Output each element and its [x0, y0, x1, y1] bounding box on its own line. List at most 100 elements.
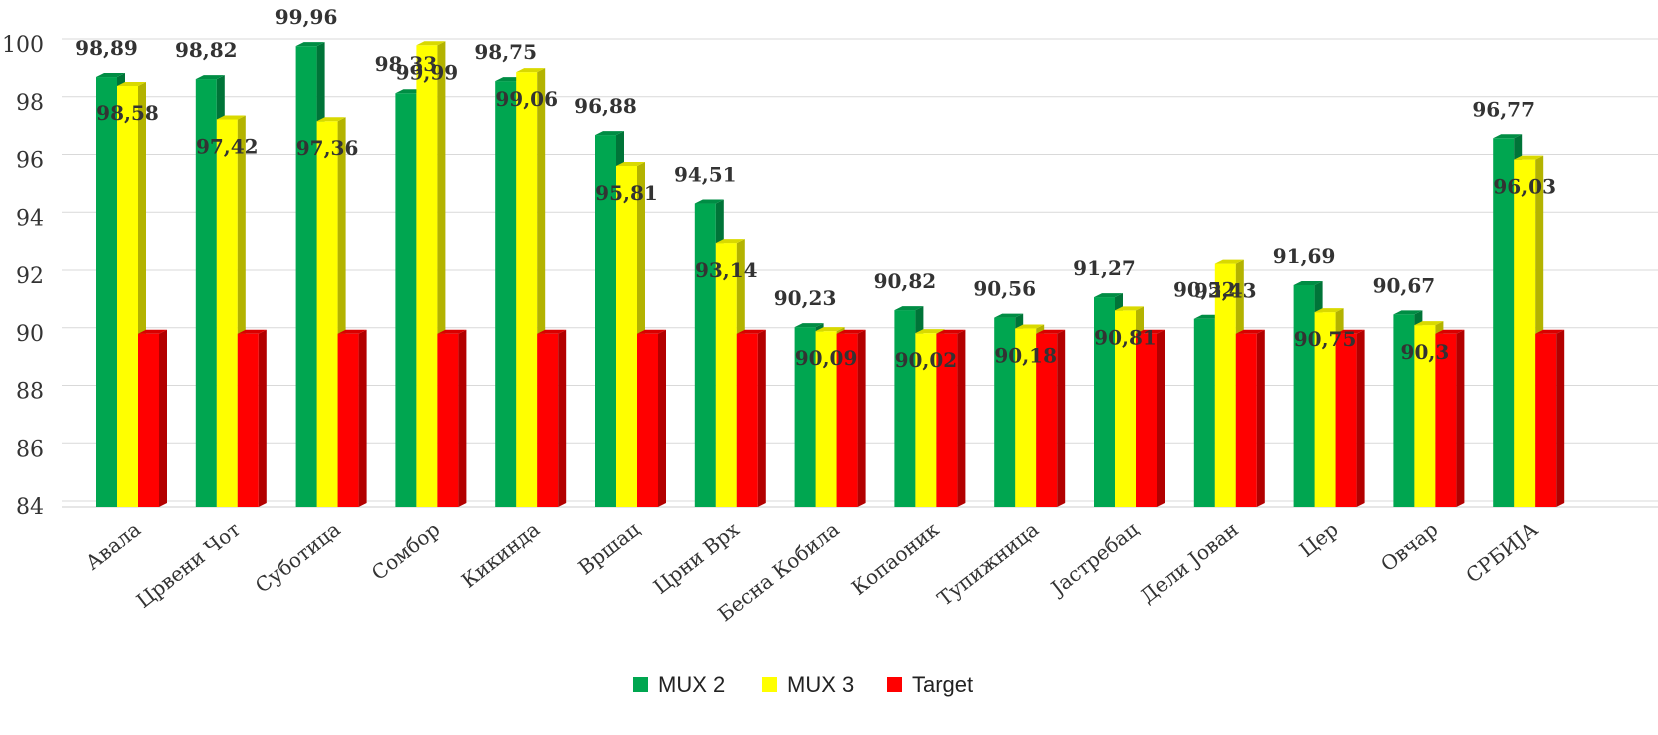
- data-label: 95,81: [595, 181, 658, 205]
- bar: [736, 333, 758, 507]
- bar: [1414, 325, 1436, 507]
- bar: [495, 81, 517, 507]
- legend-swatch: [887, 677, 902, 692]
- data-label: 90,02: [895, 348, 958, 372]
- bar: [416, 45, 438, 507]
- legend-item: MUX 2: [633, 672, 725, 697]
- y-tick-label: 100: [2, 33, 44, 58]
- bar-side: [458, 329, 467, 507]
- data-label: 90,81: [1094, 325, 1157, 349]
- data-label: 98,58: [96, 101, 159, 125]
- y-axis: 84 86 88 90 92 94 96 98 100: [2, 33, 44, 520]
- legend-item: Target: [887, 672, 973, 697]
- y-tick-label: 96: [16, 149, 44, 174]
- y-tick-label: 90: [16, 322, 44, 347]
- data-label: 90,56: [973, 277, 1036, 301]
- bar: [316, 121, 338, 507]
- data-label: 93,14: [695, 258, 758, 282]
- legend-swatch: [633, 677, 648, 692]
- bar: [815, 331, 837, 507]
- bar-group: [894, 306, 966, 507]
- bar-top: [694, 199, 724, 204]
- bar-group: [295, 42, 367, 507]
- bar-top: [516, 68, 546, 73]
- bar: [117, 86, 138, 507]
- bar: [1235, 333, 1257, 507]
- x-tick-label: Суботица: [251, 517, 345, 598]
- bar: [237, 333, 259, 507]
- bar-top: [295, 42, 325, 47]
- data-labels: 98,89 98,58 98,82 97,42 99,96 97,36 98,3399,99…: [75, 5, 1556, 372]
- legend-item: MUX 3: [762, 672, 854, 697]
- legend: MUX 2 MUX 3 Target: [633, 672, 973, 697]
- bar: [195, 79, 217, 507]
- bar-side: [1057, 329, 1066, 507]
- x-tick-label: Тупижница: [933, 517, 1044, 611]
- data-label: 98,89: [75, 36, 138, 60]
- x-tick-label: Сомбор: [367, 517, 445, 585]
- bar-top: [96, 73, 125, 78]
- data-label: 91,27: [1073, 256, 1136, 280]
- legend-label: Target: [912, 672, 973, 697]
- bar: [516, 72, 538, 507]
- data-label: 97,42: [196, 134, 259, 158]
- bars: [96, 41, 1565, 508]
- bar-top: [1115, 306, 1144, 311]
- data-label: 90,82: [874, 269, 937, 293]
- x-tick-label: Вршац: [573, 517, 644, 580]
- data-label: 94,51: [674, 163, 737, 187]
- x-tick-label: Овчар: [1376, 517, 1442, 576]
- bar-top: [836, 329, 866, 334]
- bar: [1015, 328, 1037, 507]
- bar: [1393, 314, 1415, 507]
- bar-group: [794, 323, 866, 507]
- bar: [1314, 312, 1336, 507]
- x-tick-label: Црвени Чот: [132, 517, 245, 613]
- bar-top: [994, 313, 1024, 318]
- bar-top: [894, 306, 924, 311]
- bar: [637, 333, 658, 507]
- bar-top: [1293, 280, 1323, 285]
- bar: [1435, 333, 1457, 507]
- bar-top: [915, 329, 945, 334]
- bar: [836, 333, 858, 507]
- data-label: 99,96: [275, 5, 338, 29]
- bar-top: [117, 82, 146, 87]
- x-tick-label: Кикинда: [457, 517, 544, 593]
- y-tick-label: 88: [16, 380, 44, 405]
- bar-top: [316, 117, 346, 122]
- bar-top: [437, 329, 467, 334]
- bar-group: [1094, 293, 1165, 507]
- bar-group: [495, 68, 567, 507]
- data-label: 90,75: [1294, 327, 1357, 351]
- bar-top: [715, 239, 745, 244]
- bar-group: [96, 73, 167, 508]
- y-tick-label: 98: [16, 91, 44, 116]
- bar-group: [195, 75, 267, 507]
- bar: [894, 310, 916, 507]
- legend-label: MUX 3: [787, 672, 854, 697]
- data-label: 98,82: [175, 38, 238, 62]
- bar-side: [558, 329, 567, 507]
- data-label: 90,67: [1373, 273, 1436, 297]
- legend-label: MUX 2: [658, 672, 725, 697]
- bar: [1115, 310, 1136, 507]
- y-tick-label: 86: [16, 437, 44, 462]
- bar-top: [1036, 329, 1066, 334]
- data-label: 90,3: [1401, 340, 1450, 364]
- bar: [1293, 284, 1315, 507]
- data-label: 90,18: [994, 344, 1057, 368]
- x-tick-label: Јастребац: [1045, 517, 1143, 601]
- bar-top: [637, 329, 666, 334]
- bar: [1214, 263, 1236, 507]
- bar: [616, 165, 637, 507]
- data-label: 90,52: [1173, 278, 1236, 302]
- bar-top: [537, 329, 567, 334]
- bar: [537, 333, 559, 507]
- y-tick-label: 84: [16, 495, 44, 520]
- bar: [994, 317, 1016, 507]
- bar-side: [1456, 329, 1465, 507]
- bar-group: [395, 41, 467, 507]
- bar: [437, 333, 459, 507]
